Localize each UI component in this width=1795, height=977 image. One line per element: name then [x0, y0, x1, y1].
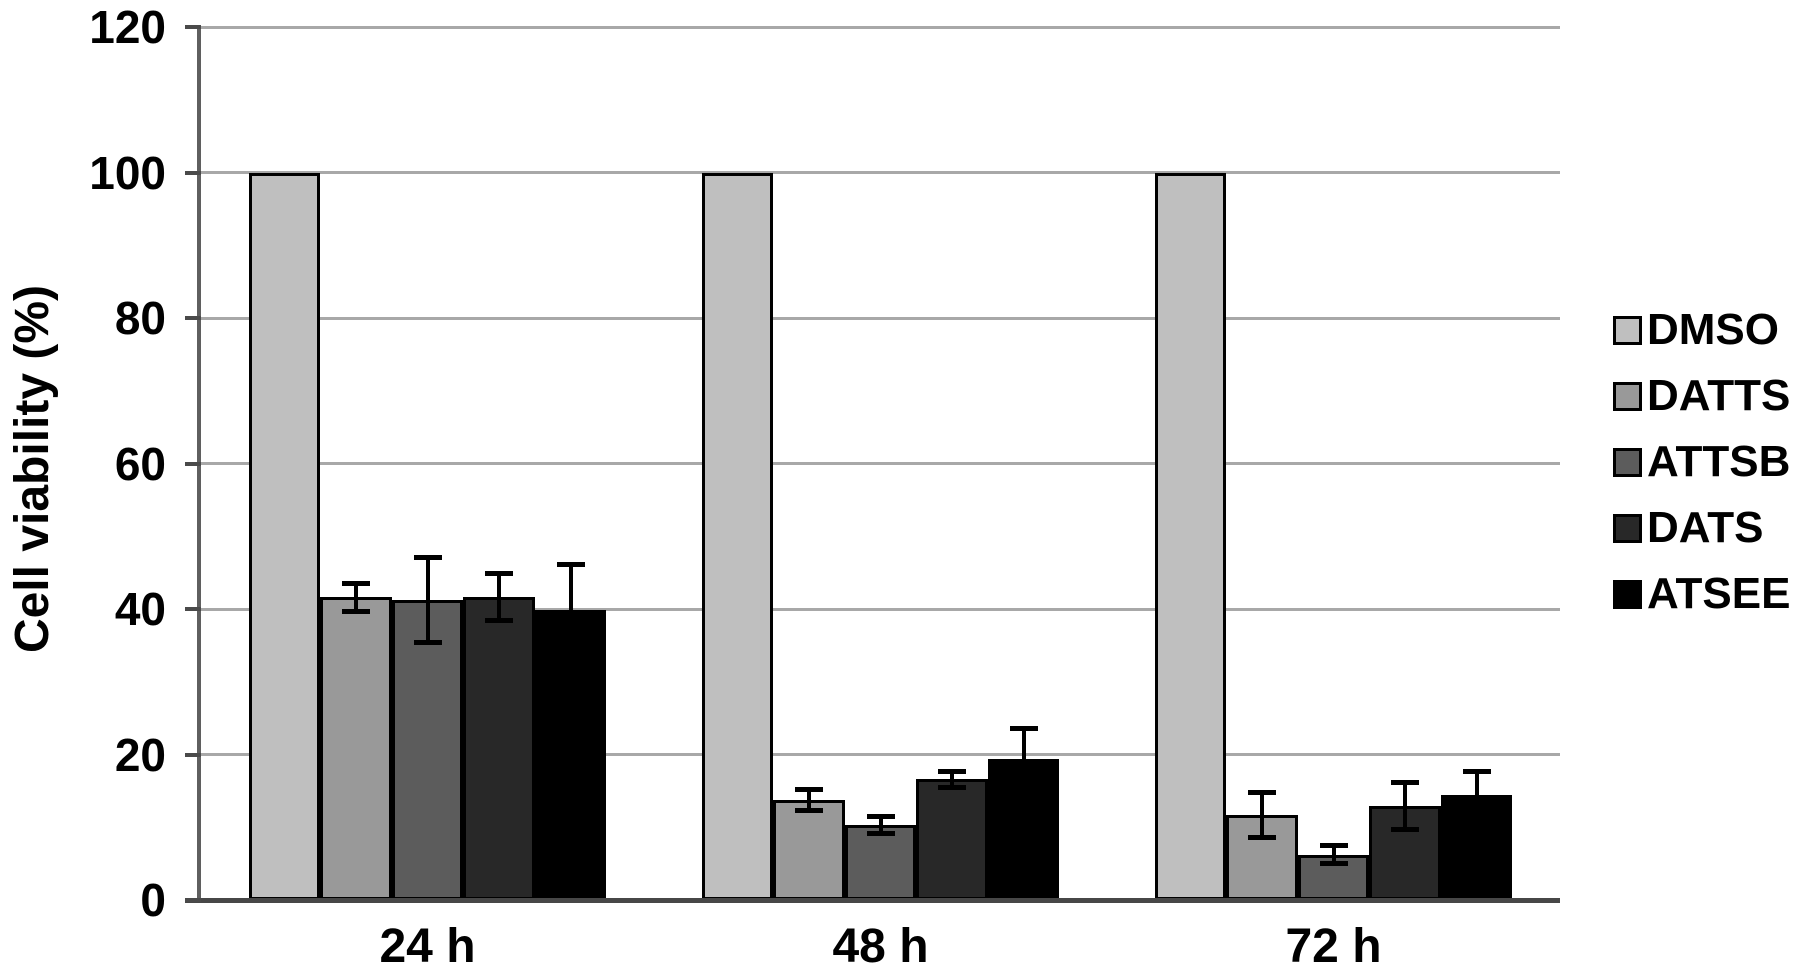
- x-category-label-24h: 24 h: [379, 920, 476, 973]
- y-tick-label-80: 80: [114, 292, 166, 344]
- error-bar-atsee-72h: [1474, 770, 1479, 819]
- y-tick-label-100: 100: [89, 146, 166, 199]
- bar-dats-24h: [463, 596, 535, 900]
- x-category-label-48h: 48 h: [832, 920, 929, 973]
- y-axis-tick-20: [185, 752, 201, 757]
- error-bar-dats-24h-cap-bottom: [485, 617, 514, 623]
- bar-datts-24h: [320, 597, 392, 900]
- gridline-y120: [201, 25, 1560, 29]
- legend-swatch-attsb: [1613, 447, 1642, 477]
- error-bar-dats-72h: [1403, 782, 1408, 831]
- legend: DMSO DATTS ATTSB DATS ATSEE: [1613, 308, 1790, 638]
- gridline-y80: [201, 316, 1560, 320]
- error-bar-datts-24h-cap-bottom: [341, 608, 370, 614]
- gridline-y20: [201, 753, 1560, 756]
- y-axis-tick-100: [185, 170, 201, 175]
- x-category-label-72h: 72 h: [1285, 920, 1382, 973]
- error-bar-attsb-24h-cap-top: [413, 555, 442, 561]
- bar-datts-48h: [773, 799, 845, 900]
- legend-swatch-dats: [1613, 513, 1642, 543]
- y-tick-label-120: 120: [89, 1, 166, 53]
- legend-label-atsee: ATSEE: [1647, 569, 1791, 618]
- bar-dmso-48h: [701, 172, 774, 900]
- legend-item-dats: DATS: [1613, 506, 1790, 550]
- error-bar-atsee-72h-cap-top: [1462, 768, 1491, 774]
- y-axis-tick-0: [185, 898, 201, 902]
- legend-swatch-atsee: [1613, 579, 1642, 609]
- error-bar-attsb-72h-cap-top: [1319, 843, 1348, 849]
- error-bar-atsee-24h: [568, 563, 573, 656]
- error-bar-atsee-24h-cap-bottom: [556, 652, 585, 658]
- y-tick-label-40: 40: [114, 583, 166, 635]
- error-bar-attsb-48h: [878, 816, 883, 834]
- legend-item-atsee: ATSEE: [1613, 572, 1790, 616]
- error-bar-atsee-72h-cap-bottom: [1462, 815, 1491, 821]
- legend-item-attsb: ATTSB: [1613, 440, 1790, 484]
- y-tick-label-60: 60: [114, 437, 166, 490]
- legend-item-datts: DATTS: [1613, 374, 1790, 418]
- bar-dats-48h: [916, 779, 988, 900]
- bar-atsee-24h: [534, 609, 607, 900]
- error-bar-dats-24h: [497, 572, 502, 621]
- error-bar-datts-48h-cap-top: [794, 786, 823, 792]
- plot-area: [201, 25, 1560, 900]
- legend-swatch-datts: [1613, 381, 1642, 411]
- error-bar-attsb-24h-cap-bottom: [413, 640, 442, 646]
- gridline-y100: [201, 171, 1560, 174]
- error-bar-atsee-24h-cap-top: [556, 561, 585, 567]
- bar-attsb-24h: [391, 600, 464, 900]
- y-axis-tick-60: [185, 461, 201, 466]
- error-bar-datts-72h-cap-bottom: [1247, 835, 1276, 841]
- bar-attsb-72h: [1297, 854, 1370, 900]
- error-bar-dats-48h-cap-bottom: [938, 784, 967, 790]
- y-axis-tick-80: [185, 316, 201, 320]
- bar-dmso-72h: [1154, 172, 1227, 900]
- error-bar-atsee-48h-cap-top: [1009, 725, 1038, 731]
- error-bar-datts-72h: [1259, 791, 1264, 839]
- error-bar-attsb-48h-cap-bottom: [866, 830, 895, 836]
- gridline-y60: [201, 462, 1560, 465]
- error-bar-atsee-48h: [1021, 727, 1026, 791]
- error-bar-dats-24h-cap-top: [485, 570, 514, 576]
- legend-label-dmso: DMSO: [1647, 305, 1779, 354]
- y-tick-label-20: 20: [114, 728, 166, 781]
- x-axis-line: [185, 898, 1560, 903]
- error-bar-attsb-24h: [425, 557, 430, 644]
- gridline-y40: [201, 607, 1560, 611]
- bar-atsee-72h: [1440, 794, 1513, 900]
- legend-label-dats: DATS: [1647, 503, 1764, 552]
- error-bar-attsb-72h-cap-bottom: [1319, 861, 1348, 867]
- error-bar-atsee-48h-cap-bottom: [1009, 787, 1038, 793]
- legend-label-datts: DATTS: [1647, 371, 1791, 420]
- error-bar-dats-48h-cap-top: [938, 768, 967, 774]
- error-bar-dats-48h: [950, 770, 955, 788]
- legend-swatch-dmso: [1613, 315, 1642, 345]
- error-bar-dats-72h-cap-bottom: [1391, 827, 1420, 833]
- error-bar-attsb-48h-cap-top: [866, 814, 895, 820]
- bar-dmso-24h: [248, 172, 321, 900]
- error-bar-datts-24h: [353, 582, 358, 612]
- error-bar-datts-72h-cap-top: [1247, 789, 1276, 795]
- error-bar-attsb-72h: [1331, 845, 1336, 865]
- bar-attsb-48h: [844, 825, 917, 900]
- legend-item-dmso: DMSO: [1613, 308, 1790, 352]
- y-axis-tick-40: [185, 607, 201, 611]
- error-bar-dats-72h-cap-top: [1391, 780, 1420, 786]
- legend-label-attsb: ATTSB: [1647, 437, 1791, 486]
- y-tick-label-0: 0: [140, 874, 166, 926]
- error-bar-datts-48h-cap-bottom: [794, 807, 823, 813]
- error-bar-datts-48h: [806, 788, 811, 811]
- error-bar-datts-24h-cap-top: [341, 580, 370, 586]
- y-axis-tick-120: [185, 25, 201, 29]
